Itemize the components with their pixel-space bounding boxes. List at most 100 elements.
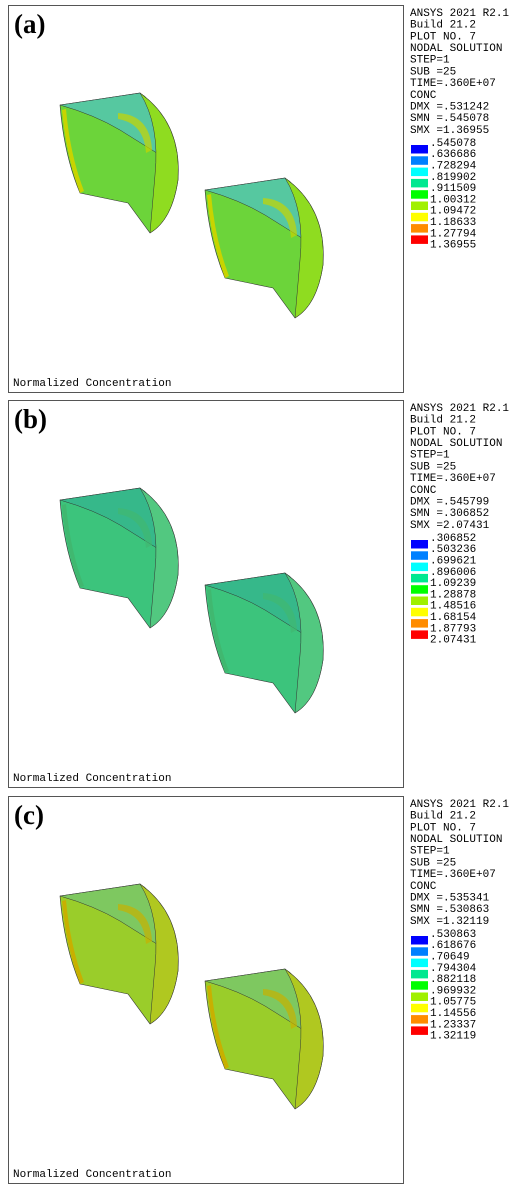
legend-value: .70649 [430,952,470,964]
header-line: SMX =1.36955 [410,125,489,137]
header-line: SMN =.545078 [410,113,489,125]
legend-value: 1.05775 [430,997,476,1009]
legend-value: 1.68154 [430,612,477,624]
legend-value: 1.00312 [430,194,476,206]
panel: (c) Normalized Concentration ANSYS 2021 R2… [9,797,510,1184]
legend-swatch [411,202,428,211]
figure: (a) Normalized Concentration ANSYS 2021 R2… [0,0,524,1185]
legend-value: .911509 [430,183,476,195]
header-line: STEP=1 [410,846,450,858]
header-line: NODAL SOLUTION [410,438,502,450]
legend-value: 1.23337 [430,1019,476,1031]
legend-swatch [411,1004,428,1013]
header-line: SUB =25 [410,857,456,869]
legend-value: .699621 [430,556,477,568]
legend-swatch [411,585,428,594]
header-line: ANSYS 2021 R2.1 [410,403,509,415]
legend-value: 1.18633 [430,217,476,229]
legend-value: 1.87793 [430,623,476,635]
legend-value: 2.07431 [430,635,477,647]
legend-value: 1.09472 [430,206,476,218]
header-line: CONC [410,485,437,497]
legend-swatch [411,1015,428,1024]
header-line: SMX =1.32119 [410,916,489,928]
header-line: CONC [410,881,437,893]
header-line: ANSYS 2021 R2.1 [410,8,509,20]
legend-value: .545078 [430,138,476,150]
caption: Normalized Concentration [13,378,171,390]
header-line: SUB =25 [410,66,456,78]
legend-swatch [411,574,428,583]
header-line: Build 21.2 [410,20,476,32]
header-line: SUB =25 [410,461,456,473]
caption: Normalized Concentration [13,1169,171,1181]
header-line: NODAL SOLUTION [410,834,502,846]
legend-swatch [411,179,428,188]
legend-value: .618676 [430,940,476,952]
legend-value: .636686 [430,149,476,161]
legend-swatch [411,145,428,154]
header-line: DMX =.545799 [410,497,489,509]
legend-value: .794304 [430,963,477,975]
legend-swatch [411,1026,428,1035]
legend-swatch [411,970,428,979]
legend-value: 1.27794 [430,228,477,240]
legend-value: .969932 [430,985,476,997]
legend-swatch [411,156,428,165]
header-line: SMX =2.07431 [410,520,490,532]
header-line: STEP=1 [410,55,450,67]
legend-value: .728294 [430,161,477,173]
legend-swatch [411,608,428,617]
panel-label: (b) [14,404,47,434]
header-line: PLOT NO. 7 [410,822,476,834]
legend-value: 1.36955 [430,240,476,252]
legend-value: .503236 [430,544,476,556]
header-line: TIME=.360E+07 [410,473,496,485]
legend-swatch [411,213,428,222]
legend-swatch [411,959,428,968]
legend-value: 1.09239 [430,578,476,590]
header-line: PLOT NO. 7 [410,31,476,43]
header-line: NODAL SOLUTION [410,43,502,55]
header-line: Build 21.2 [410,811,476,823]
legend-swatch [411,551,428,560]
header-line: ANSYS 2021 R2.1 [410,799,509,811]
header-line: STEP=1 [410,450,450,462]
legend-value: 1.48516 [430,601,476,613]
panel: (b) Normalized Concentration ANSYS 2021 R2… [9,401,510,788]
legend-value: .896006 [430,567,476,579]
legend-swatch [411,981,428,990]
panel-label: (a) [14,9,45,39]
header-line: Build 21.2 [410,415,476,427]
legend-swatch [411,619,428,628]
header-line: DMX =.531242 [410,102,489,114]
legend-value: .819902 [430,172,476,184]
legend-swatch [411,540,428,549]
legend-value: .882118 [430,974,476,986]
header-line: SMN =.530863 [410,904,489,916]
legend-swatch [411,563,428,572]
legend-swatch [411,630,428,639]
legend-swatch [411,936,428,945]
legend-swatch [411,224,428,233]
header-line: PLOT NO. 7 [410,426,476,438]
header-line: DMX =.535341 [410,893,490,905]
header-line: SMN =.306852 [410,508,489,520]
legend-swatch [411,235,428,244]
header-line: TIME=.360E+07 [410,78,496,90]
legend-value: 1.28878 [430,589,476,601]
legend-swatch [411,993,428,1002]
panel-label: (c) [14,800,44,830]
header-line: CONC [410,90,437,102]
legend-swatch [411,168,428,177]
legend-value: .306852 [430,533,476,545]
legend-swatch [411,190,428,199]
legend-value: .530863 [430,929,476,941]
panel: (a) Normalized Concentration ANSYS 2021 R2… [9,6,510,393]
legend-value: 1.14556 [430,1008,476,1020]
header-line: TIME=.360E+07 [410,869,496,881]
legend-swatch [411,597,428,606]
caption: Normalized Concentration [13,773,171,785]
legend-value: 1.32119 [430,1031,476,1043]
legend-swatch [411,947,428,956]
